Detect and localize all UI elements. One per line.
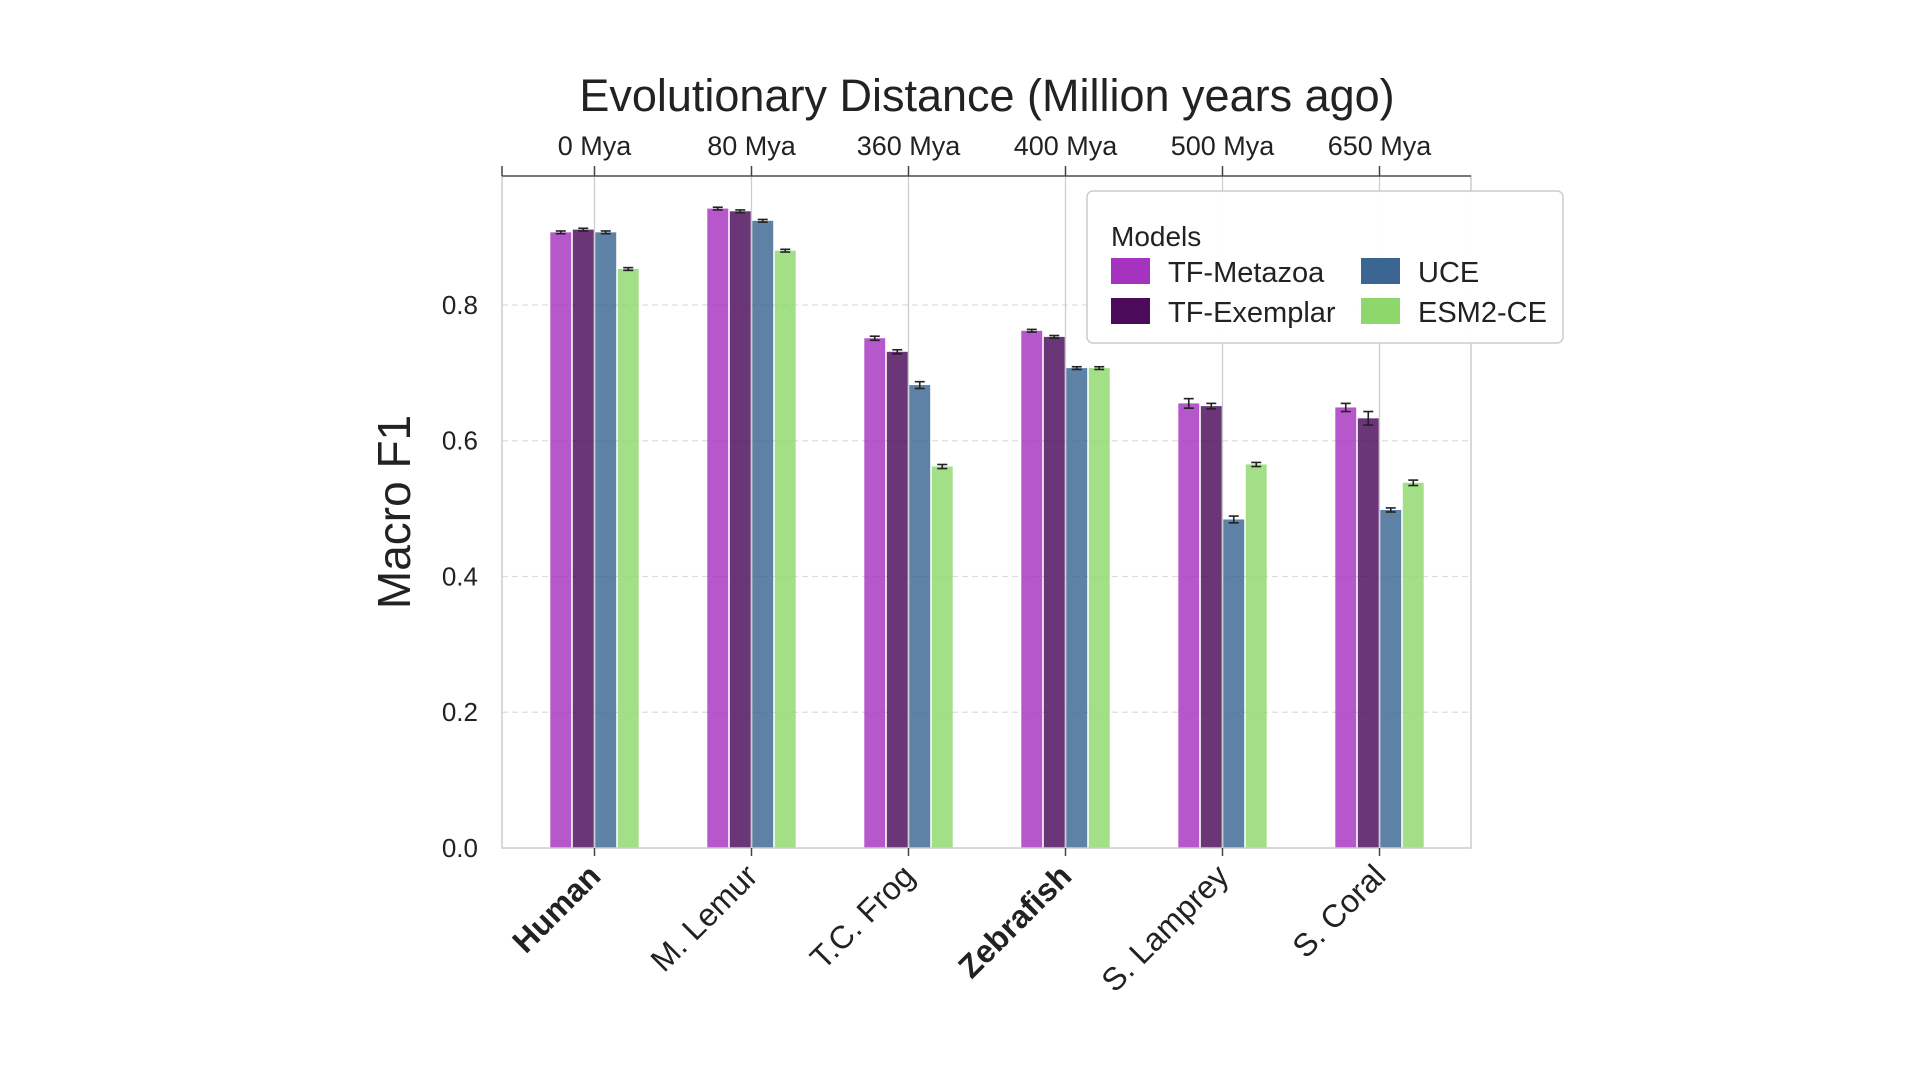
bar-tf-metazoa bbox=[1335, 407, 1357, 848]
legend-box bbox=[1086, 190, 1564, 344]
x-tick-label: M. Lemur bbox=[643, 857, 764, 978]
chart-title: Evolutionary Distance (Million years ago… bbox=[579, 70, 1394, 121]
bar-tf-exemplar bbox=[1357, 418, 1379, 848]
y-tick-label: 0.2 bbox=[442, 697, 478, 727]
y-tick-label: 0.4 bbox=[442, 561, 478, 591]
legend-label: TF-Exemplar bbox=[1168, 297, 1336, 329]
legend-swatch-tf-metazoa bbox=[1111, 258, 1150, 284]
legend-swatch-uce bbox=[1361, 258, 1400, 284]
legend-title: Models bbox=[1111, 221, 1201, 252]
x-tick-label: S. Coral bbox=[1285, 857, 1392, 964]
bar-esm2-ce bbox=[1402, 482, 1424, 848]
x-tick-label: Human bbox=[505, 857, 607, 959]
x-tick-label: S. Lamprey bbox=[1094, 857, 1235, 998]
top-axis-label: 650 Mya bbox=[1328, 131, 1433, 161]
top-axis-label: 80 Mya bbox=[707, 131, 797, 161]
bar-tf-metazoa bbox=[864, 338, 886, 848]
y-tick-label: 0.6 bbox=[442, 426, 478, 456]
bar-uce bbox=[1380, 509, 1402, 848]
bar-tf-metazoa bbox=[1021, 330, 1043, 848]
legend-label: ESM2-CE bbox=[1418, 297, 1547, 329]
bar-esm2-ce bbox=[931, 466, 953, 848]
legend-label: UCE bbox=[1418, 257, 1479, 289]
y-tick-label: 0.8 bbox=[442, 290, 478, 320]
bar-tf-exemplar bbox=[572, 229, 594, 848]
bar-esm2-ce bbox=[1245, 464, 1267, 848]
bar-tf-exemplar bbox=[1043, 336, 1065, 848]
top-axis-label: 360 Mya bbox=[857, 131, 962, 161]
bar-uce bbox=[752, 220, 774, 849]
bar-uce bbox=[1223, 519, 1245, 848]
top-axis-label: 400 Mya bbox=[1014, 131, 1119, 161]
bar-uce bbox=[595, 232, 617, 848]
legend-swatch-tf-exemplar bbox=[1111, 298, 1150, 324]
bar-esm2-ce bbox=[1088, 368, 1110, 848]
bar-tf-exemplar bbox=[729, 211, 751, 848]
top-axis-label: 0 Mya bbox=[558, 131, 633, 161]
legend-swatch-esm2-ce bbox=[1361, 298, 1400, 324]
bar-tf-exemplar bbox=[1200, 406, 1222, 848]
x-tick-label: Zebrafish bbox=[951, 857, 1078, 984]
bar-tf-metazoa bbox=[707, 208, 729, 849]
bar-esm2-ce bbox=[617, 268, 639, 849]
bar-esm2-ce bbox=[774, 250, 796, 848]
y-tick-label: 0.0 bbox=[442, 833, 478, 863]
legend: Models TF-Metazoa TF-Exemplar UCE ESM2-CE bbox=[1086, 190, 1564, 344]
x-tick-label: T.C. Frog bbox=[803, 857, 921, 975]
bar-tf-metazoa bbox=[1178, 403, 1200, 848]
bar-tf-exemplar bbox=[886, 351, 908, 848]
y-axis-label: Macro F1 bbox=[368, 415, 420, 609]
top-axis-label: 500 Mya bbox=[1171, 131, 1276, 161]
bar-uce bbox=[909, 385, 931, 848]
bar-uce bbox=[1066, 368, 1088, 848]
bar-tf-metazoa bbox=[550, 232, 572, 848]
legend-label: TF-Metazoa bbox=[1168, 257, 1325, 289]
